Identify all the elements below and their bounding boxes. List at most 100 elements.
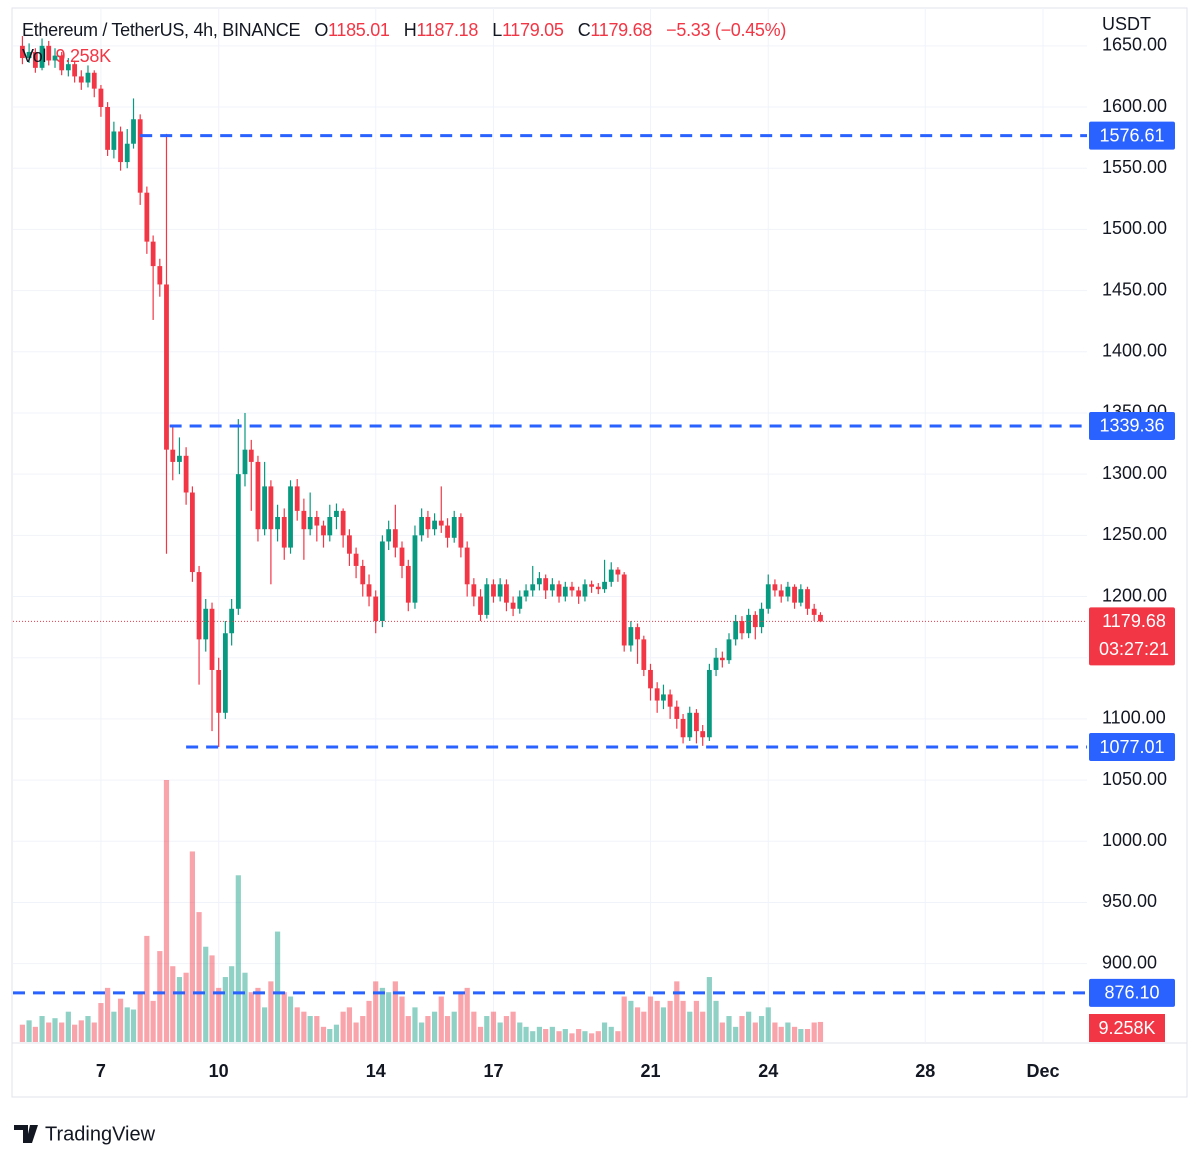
volume-bar: [399, 996, 405, 1042]
candle-body: [235, 474, 241, 609]
volume-bar: [700, 1011, 706, 1042]
volume-name: Vol: [22, 46, 47, 66]
volume-bar: [117, 998, 124, 1042]
y-tick-label: 1500.00: [1102, 218, 1167, 238]
volume-bar: [379, 987, 385, 1042]
candle-body: [321, 525, 326, 536]
candle-body: [726, 639, 732, 661]
volume-bar: [287, 996, 294, 1042]
volume-bar: [733, 1026, 739, 1042]
brand: TradingView: [45, 1123, 156, 1145]
volume-bar: [327, 1029, 333, 1042]
volume-bar: [719, 1022, 725, 1042]
candle-body: [706, 669, 712, 738]
volume-bar: [615, 1031, 621, 1042]
price-label-box: [1089, 411, 1175, 440]
candle-body: [379, 541, 385, 622]
volume-bar: [444, 1016, 451, 1042]
candle-body: [405, 565, 411, 603]
volume-bar: [634, 1007, 641, 1042]
candle-body: [183, 455, 189, 493]
y-tick-label: 1000.00: [1102, 830, 1167, 850]
volume-bar: [517, 1022, 523, 1042]
candle-body: [419, 516, 425, 536]
candle-body: [752, 614, 758, 628]
candle-body: [177, 455, 182, 462]
candle-body: [222, 633, 228, 713]
volume-bar: [72, 1024, 78, 1042]
x-tick-label: 24: [758, 1061, 778, 1081]
candle-body: [255, 461, 261, 530]
candle-body: [517, 596, 523, 609]
candle-body: [484, 584, 490, 615]
countdown: 03:27:21: [1099, 639, 1169, 659]
candle-body: [530, 584, 536, 591]
volume-bar: [693, 1000, 700, 1042]
x-tick-label: 10: [209, 1061, 229, 1081]
candle-body: [661, 694, 666, 701]
volume-bar: [39, 1016, 45, 1042]
candle-body: [510, 602, 516, 609]
volume-bar: [811, 1022, 817, 1042]
plot-area: [13, 8, 1087, 1042]
candle-body: [818, 614, 823, 622]
volume-bar: [333, 1024, 340, 1042]
volume-bar: [196, 912, 202, 1042]
volume-bar: [366, 1000, 372, 1042]
candle-body: [621, 574, 627, 646]
volume-bar: [576, 1029, 582, 1042]
x-tick-label: 28: [915, 1061, 935, 1081]
candle-body: [78, 76, 84, 83]
candle-body: [399, 547, 405, 566]
volume-bar: [785, 1022, 791, 1042]
candle-body: [327, 516, 333, 536]
candle-body: [412, 535, 418, 603]
candle-body: [595, 586, 601, 590]
volume-bar: [601, 1022, 608, 1042]
candle-body: [353, 553, 359, 566]
x-tick-label: 14: [366, 1061, 386, 1081]
y-tick-label: 1050.00: [1102, 769, 1167, 789]
volume-bar: [294, 1007, 300, 1042]
volume-bar: [222, 977, 228, 1042]
candle-body: [386, 529, 392, 542]
candle-body: [523, 590, 529, 597]
x-tick-label: 7: [96, 1061, 106, 1081]
volume-bar: [464, 987, 470, 1042]
volume-bar: [451, 1011, 457, 1042]
volume-bar: [216, 987, 222, 1042]
volume-bar: [386, 992, 392, 1042]
legend: Ethereum / TetherUS, 4h, BINANCE O1185.0…: [22, 17, 786, 69]
volume-bar: [144, 935, 150, 1042]
volume-bar: [654, 1000, 660, 1042]
candle-body: [275, 516, 280, 530]
volume-bar: [360, 1016, 366, 1042]
candle-body: [537, 578, 542, 585]
candle-body: [458, 516, 464, 548]
candle-body: [635, 627, 640, 640]
volume-bar: [660, 1007, 667, 1042]
volume-bar: [438, 996, 444, 1042]
volume-bar: [595, 1031, 601, 1042]
candle-body: [464, 547, 470, 585]
candle-body: [347, 535, 352, 554]
candle-body: [667, 694, 673, 707]
candle-body: [700, 731, 706, 738]
candle-body: [242, 449, 248, 475]
candle-body: [334, 510, 339, 517]
volume-bar: [746, 1011, 752, 1042]
frame: [11, 7, 1188, 1098]
price-label: 876.10: [1104, 983, 1159, 1003]
candle-body: [478, 596, 483, 615]
volume-bar: [425, 1016, 431, 1042]
volume-bar: [274, 931, 281, 1042]
volume-bar: [242, 972, 248, 1042]
candle-body: [196, 572, 202, 640]
volume-bar: [163, 780, 170, 1042]
volume-bar: [510, 1011, 516, 1042]
candle-body: [294, 486, 300, 511]
candle-body: [687, 712, 693, 738]
volume-bar: [346, 1007, 353, 1042]
change: −5.33 (−0.45%): [666, 20, 787, 40]
